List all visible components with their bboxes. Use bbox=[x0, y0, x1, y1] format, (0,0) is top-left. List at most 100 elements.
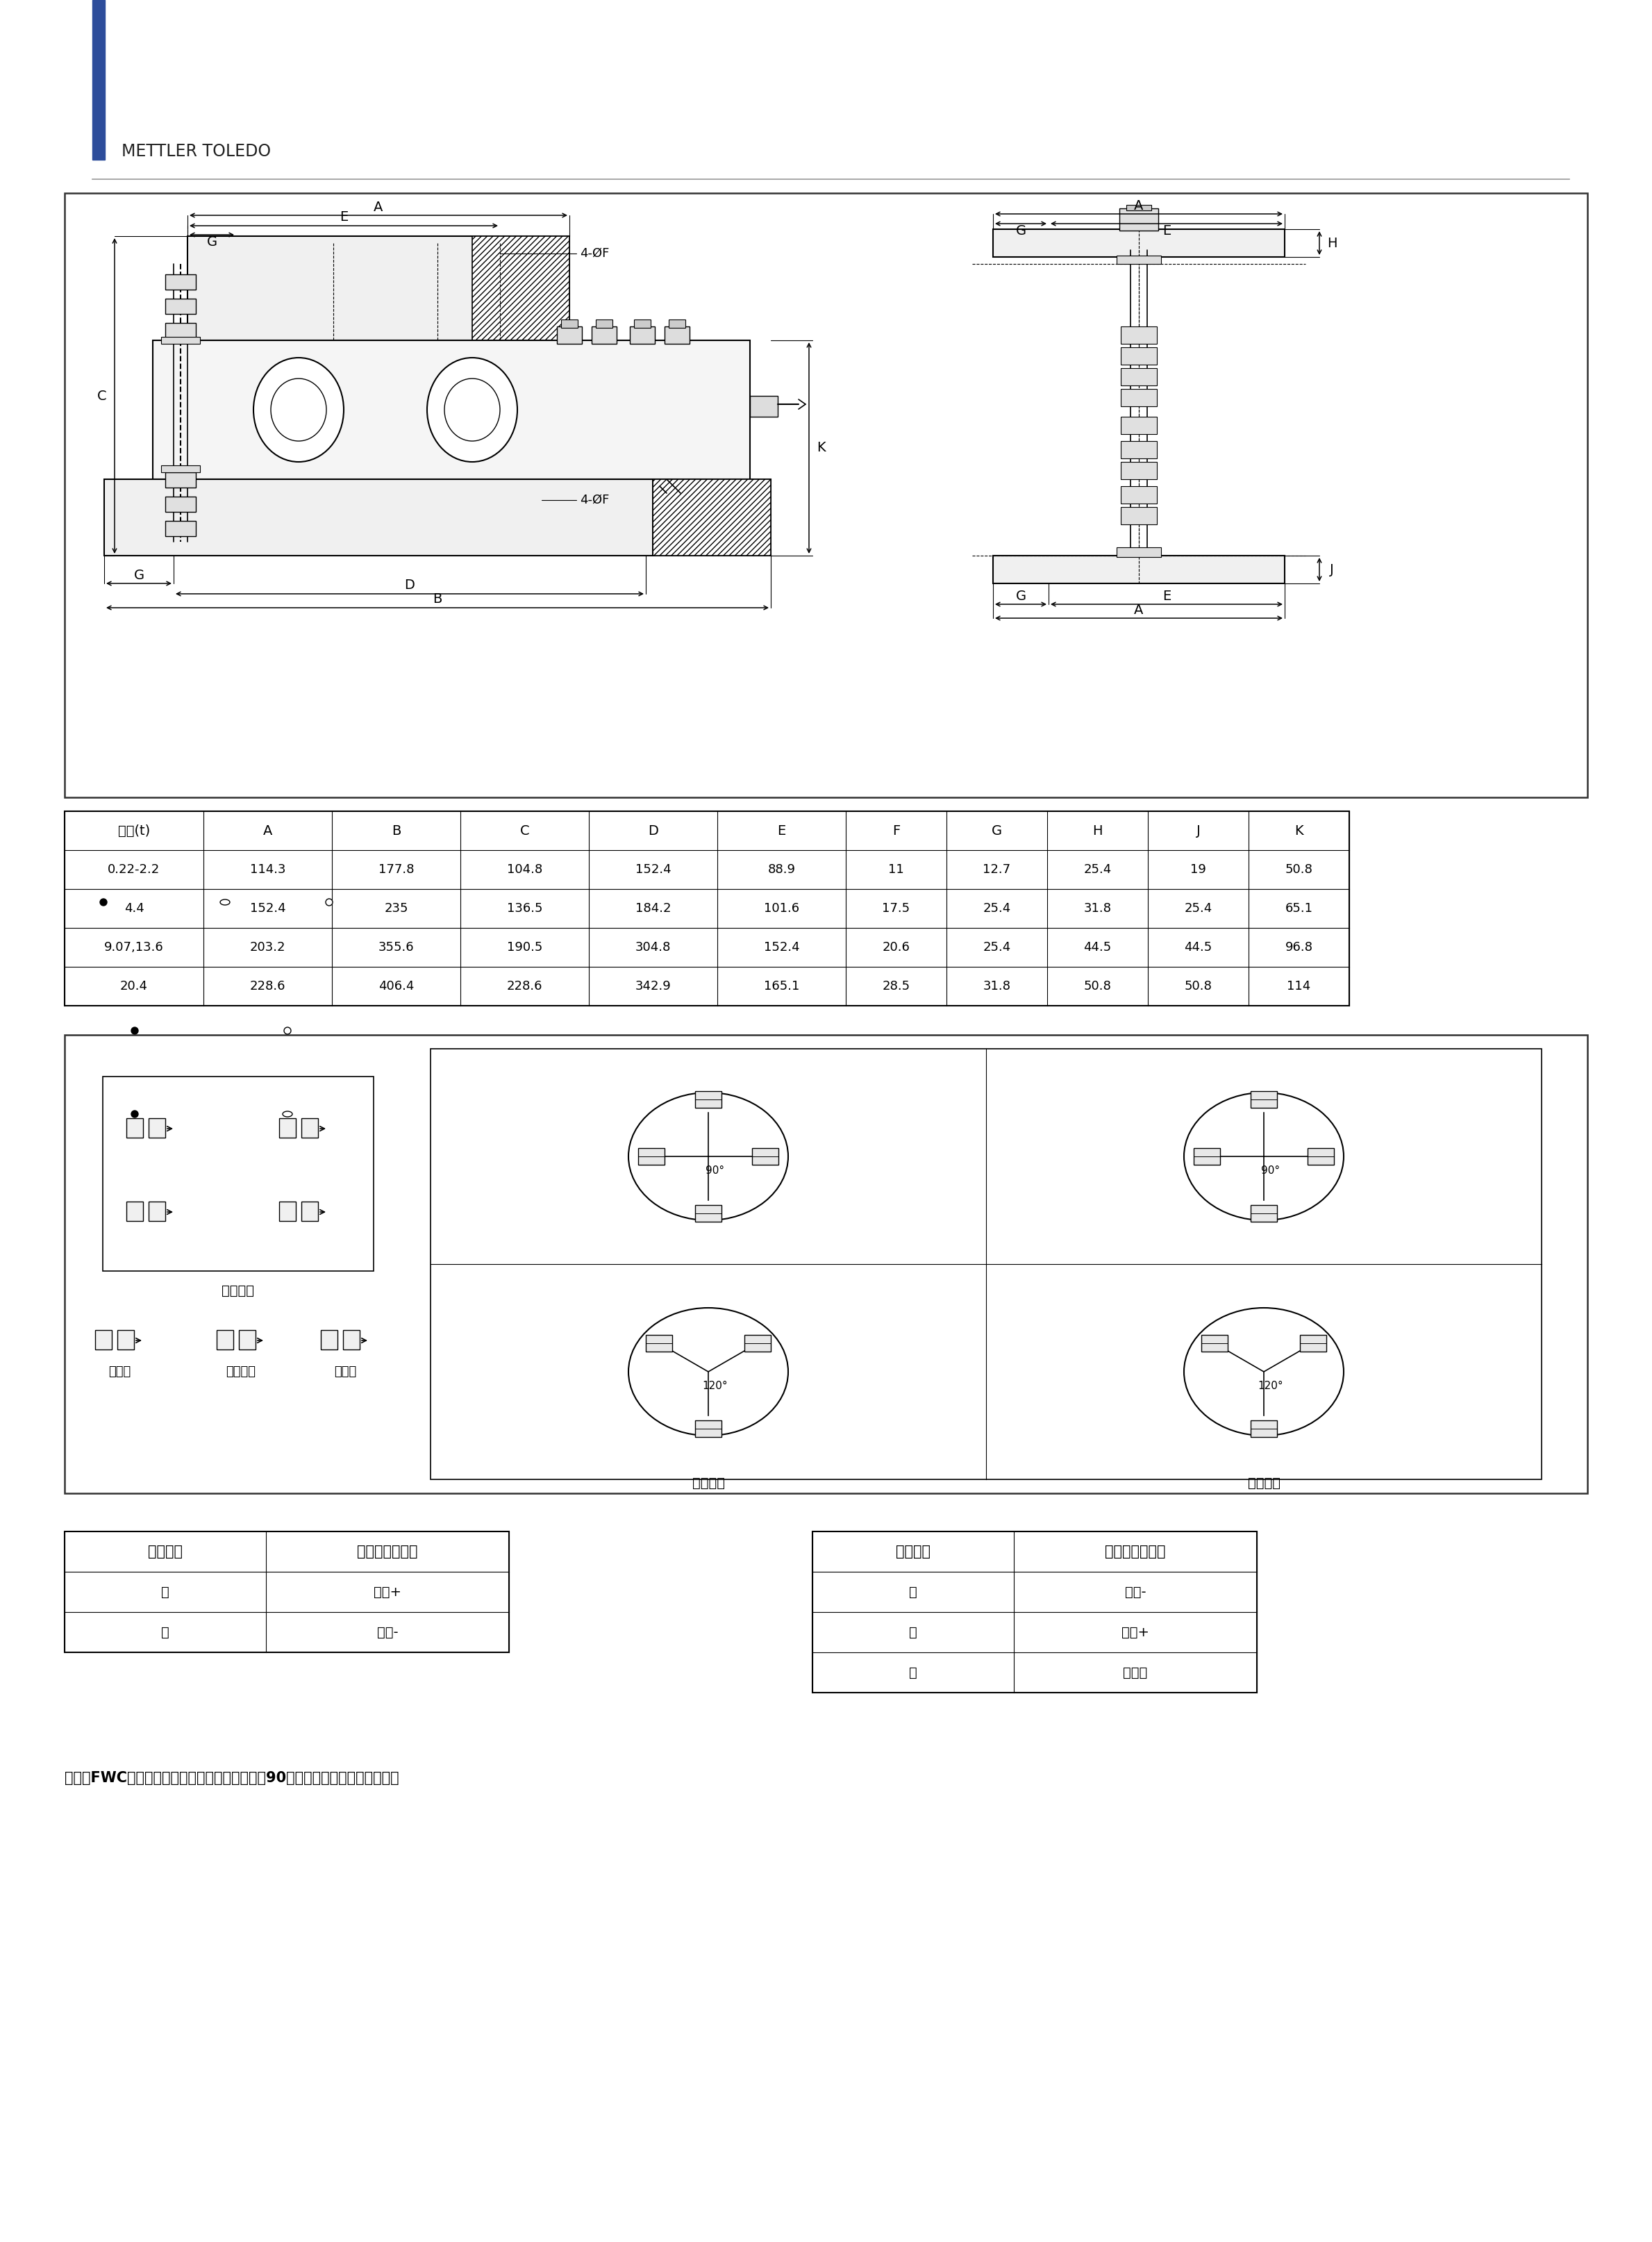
Text: H: H bbox=[1092, 825, 1102, 836]
Bar bbox=[752, 1148, 778, 1166]
Text: 165.1: 165.1 bbox=[763, 980, 800, 993]
Text: J: J bbox=[1330, 563, 1333, 576]
Text: K: K bbox=[1295, 825, 1303, 836]
Text: C: C bbox=[97, 390, 107, 404]
Text: 12.7: 12.7 bbox=[983, 863, 1011, 877]
Text: 黄: 黄 bbox=[909, 1666, 917, 1679]
Bar bbox=[695, 1092, 722, 1108]
Bar bbox=[162, 336, 200, 343]
Ellipse shape bbox=[444, 379, 501, 442]
Ellipse shape bbox=[271, 379, 327, 442]
Text: 190.5: 190.5 bbox=[507, 942, 542, 953]
Text: 25.4: 25.4 bbox=[983, 942, 1011, 953]
Text: 90°: 90° bbox=[1262, 1166, 1280, 1175]
Text: 屏蔽线: 屏蔽线 bbox=[1123, 1666, 1148, 1679]
Text: G: G bbox=[1016, 224, 1026, 238]
Bar bbox=[1120, 507, 1156, 525]
Text: 90°: 90° bbox=[705, 1166, 725, 1175]
Text: 65.1: 65.1 bbox=[1285, 901, 1313, 915]
Bar bbox=[93, 0, 104, 159]
Text: E: E bbox=[778, 825, 786, 836]
Bar bbox=[638, 1148, 664, 1166]
Text: B: B bbox=[392, 825, 401, 836]
Bar bbox=[165, 298, 197, 314]
Bar bbox=[64, 812, 1350, 1007]
Bar bbox=[64, 1531, 509, 1652]
Bar bbox=[1120, 368, 1156, 386]
Bar bbox=[127, 1202, 144, 1222]
Text: E: E bbox=[1163, 590, 1171, 603]
Text: 11: 11 bbox=[889, 863, 904, 877]
Bar bbox=[745, 1334, 771, 1352]
Text: 136.5: 136.5 bbox=[507, 901, 542, 915]
Bar bbox=[993, 556, 1285, 583]
Bar bbox=[1120, 417, 1156, 435]
Text: D: D bbox=[405, 578, 415, 592]
Text: G: G bbox=[134, 569, 144, 581]
Text: 88.9: 88.9 bbox=[768, 863, 796, 877]
Bar bbox=[127, 1119, 144, 1137]
Bar bbox=[320, 1330, 337, 1350]
Text: 44.5: 44.5 bbox=[1084, 942, 1112, 953]
Text: 称量(t): 称量(t) bbox=[117, 825, 150, 836]
Text: 114: 114 bbox=[1287, 980, 1310, 993]
Bar bbox=[1308, 1148, 1333, 1166]
Text: 矩形布置: 矩形布置 bbox=[221, 1285, 254, 1298]
Text: C: C bbox=[520, 825, 529, 836]
Bar bbox=[279, 1202, 296, 1222]
Text: 50.8: 50.8 bbox=[1285, 863, 1313, 877]
Bar bbox=[750, 397, 778, 417]
Text: 177.8: 177.8 bbox=[378, 863, 415, 877]
Text: 切向布置: 切向布置 bbox=[692, 1475, 725, 1489]
Bar bbox=[104, 480, 771, 556]
Bar bbox=[1120, 388, 1156, 406]
Bar bbox=[1117, 547, 1161, 556]
Ellipse shape bbox=[628, 1092, 788, 1220]
Ellipse shape bbox=[428, 359, 517, 462]
Bar bbox=[1251, 1421, 1277, 1437]
Text: G: G bbox=[206, 235, 216, 249]
Text: 152.4: 152.4 bbox=[763, 942, 800, 953]
Text: 0.22-2.2: 0.22-2.2 bbox=[107, 863, 160, 877]
Bar bbox=[1251, 1092, 1277, 1108]
Bar bbox=[165, 274, 197, 289]
Text: H: H bbox=[1327, 235, 1336, 249]
Text: 径向布置: 径向布置 bbox=[1247, 1475, 1280, 1489]
Bar bbox=[1127, 204, 1151, 211]
Text: 激励+: 激励+ bbox=[373, 1585, 401, 1599]
Circle shape bbox=[131, 1110, 139, 1117]
Text: 25.4: 25.4 bbox=[1084, 863, 1112, 877]
Text: 4.4: 4.4 bbox=[124, 901, 144, 915]
Text: 20.6: 20.6 bbox=[882, 942, 910, 953]
Bar bbox=[1120, 327, 1156, 343]
Text: 44.5: 44.5 bbox=[1184, 942, 1213, 953]
Text: 激励-: 激励- bbox=[377, 1625, 398, 1639]
Text: G: G bbox=[991, 825, 1003, 836]
Bar bbox=[591, 327, 616, 343]
Bar bbox=[1117, 256, 1161, 265]
Text: 114.3: 114.3 bbox=[249, 863, 286, 877]
Bar bbox=[301, 1202, 319, 1222]
Bar bbox=[117, 1330, 134, 1350]
Text: 信号+: 信号+ bbox=[1122, 1625, 1150, 1639]
Bar bbox=[431, 1049, 1541, 1480]
Bar bbox=[993, 229, 1285, 258]
Circle shape bbox=[101, 899, 107, 906]
Text: 固定式: 固定式 bbox=[109, 1365, 131, 1379]
Text: 101.6: 101.6 bbox=[763, 901, 800, 915]
Ellipse shape bbox=[1184, 1307, 1343, 1435]
Text: 9.07,13.6: 9.07,13.6 bbox=[104, 942, 164, 953]
Bar bbox=[64, 1036, 1588, 1493]
Text: E: E bbox=[339, 211, 349, 224]
Text: 25.4: 25.4 bbox=[983, 901, 1011, 915]
Bar bbox=[653, 480, 771, 556]
Text: J: J bbox=[1196, 825, 1201, 836]
Bar bbox=[472, 235, 570, 341]
Ellipse shape bbox=[282, 1112, 292, 1117]
Bar bbox=[240, 1330, 256, 1350]
Text: 50.8: 50.8 bbox=[1084, 980, 1112, 993]
Text: 绿: 绿 bbox=[162, 1585, 170, 1599]
Text: 电缆颜色: 电缆颜色 bbox=[149, 1545, 183, 1558]
Text: 4-ØF: 4-ØF bbox=[580, 493, 610, 507]
Bar bbox=[664, 327, 689, 343]
